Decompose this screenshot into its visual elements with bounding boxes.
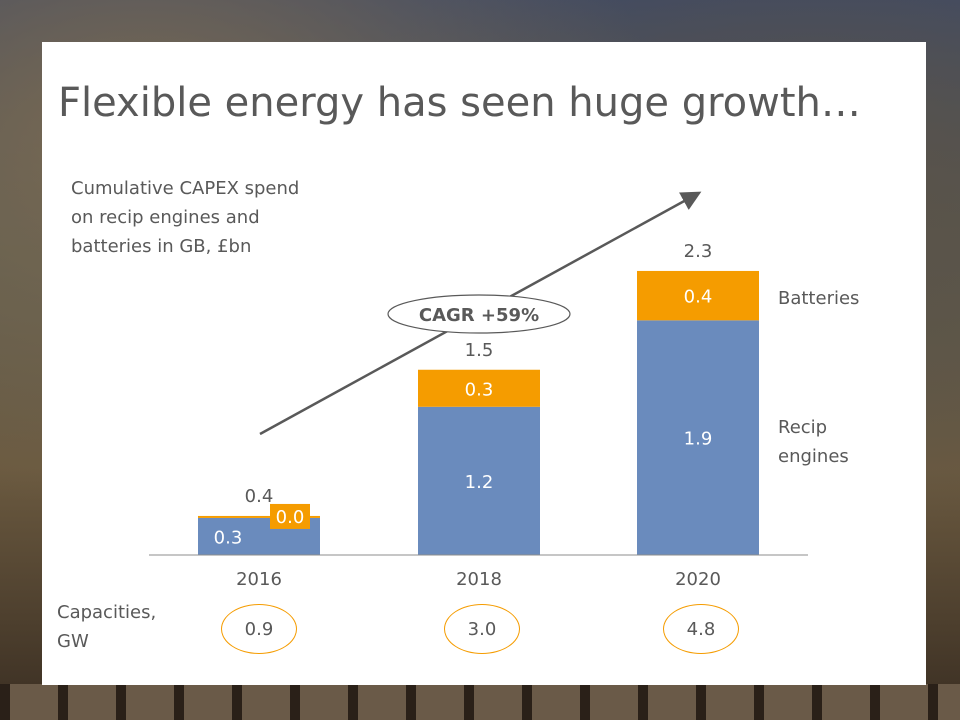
bar-recip-2020 — [637, 320, 759, 555]
slide-title: Flexible energy has seen huge growth… — [58, 80, 861, 126]
cagr-annotation-ellipse — [387, 294, 571, 334]
bar-batteries-2018 — [418, 369, 540, 407]
capacities-label-line: GW — [57, 631, 89, 652]
total-label-2016: 0.4 — [245, 486, 274, 507]
chart-subtitle: Cumulative CAPEX spend on recip engines … — [71, 174, 371, 261]
slide-card: Flexible energy has seen huge growth… Cu… — [42, 42, 926, 685]
batteries-callout-box-2016 — [270, 503, 310, 529]
batteries-value-label-2016: 0.0 — [276, 507, 305, 528]
x-tick-label-2016: 2016 — [236, 569, 282, 590]
capacities-label-line: Capacities, — [57, 602, 157, 623]
capacities-label: Capacities, GW — [57, 598, 197, 656]
background-texture — [0, 684, 960, 720]
bar-batteries-2016 — [198, 515, 320, 518]
recip-value-label-2020: 1.9 — [684, 429, 713, 450]
bar-recip-2018 — [418, 406, 540, 555]
capacity-circle-2018: 3.0 — [444, 604, 520, 654]
subtitle-line: on recip engines and — [71, 207, 260, 228]
x-tick-label-2020: 2020 — [675, 569, 721, 590]
capacity-circle-2016: 0.9 — [221, 604, 297, 654]
cagr-annotation-text: CAGR +59% — [419, 305, 539, 326]
legend-recip-line2: engines — [778, 446, 849, 467]
recip-value-label-2018: 1.2 — [465, 472, 494, 493]
subtitle-line: Cumulative CAPEX spend — [71, 178, 300, 199]
legend-recip-line1: Recip — [778, 417, 827, 438]
capacity-circle-2020: 4.8 — [663, 604, 739, 654]
x-tick-label-2018: 2018 — [456, 569, 502, 590]
total-label-2018: 1.5 — [465, 340, 494, 361]
bar-batteries-2020 — [637, 270, 759, 321]
recip-value-label-2016: 0.3 — [214, 527, 243, 548]
legend-batteries: Batteries — [778, 288, 859, 309]
stacked-bar-chart: 20160.40.00.320181.50.31.220202.30.41.9 … — [149, 191, 859, 590]
subtitle-line: batteries in GB, £bn — [71, 236, 252, 257]
batteries-value-label-2020: 0.4 — [684, 287, 713, 308]
total-label-2020: 2.3 — [684, 241, 713, 262]
batteries-value-label-2018: 0.3 — [465, 379, 494, 400]
